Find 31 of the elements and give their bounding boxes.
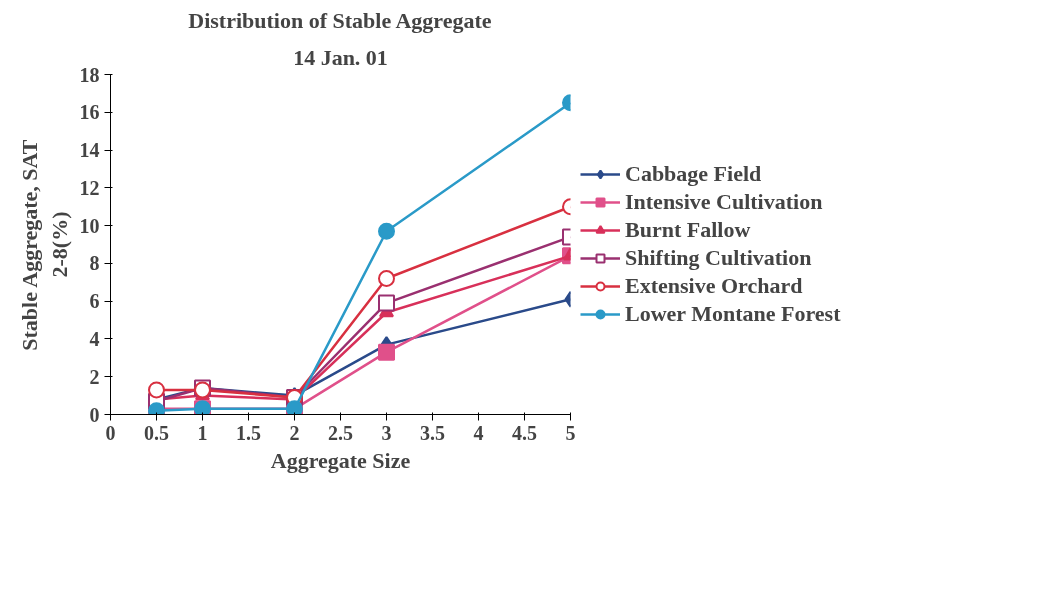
y-tick-label: 4: [89, 327, 100, 350]
x-tick-label: 2.5: [328, 421, 353, 444]
y-tick-label: 16: [79, 101, 100, 124]
legend-label: Lower Montane Forest: [625, 301, 841, 327]
legend-label: Extensive Orchard: [625, 273, 803, 299]
x-axis-title: Aggregate Size: [270, 447, 411, 473]
y-tick-label: 6: [89, 290, 100, 313]
x-tick-label: 1: [197, 421, 208, 444]
x-tick-label: 4: [473, 421, 484, 444]
y-tick-label: 12: [79, 176, 100, 199]
x-tick-label: 3: [381, 421, 392, 444]
x-tick-label: 0: [105, 421, 116, 444]
x-tick-label: 3.5: [420, 421, 445, 444]
legend-label: Burnt Fallow: [625, 217, 751, 243]
y-tick-label: 8: [89, 252, 100, 275]
y-tick-label: 0: [89, 403, 100, 426]
y-axis-title: Stable Aggregate, SAT 2-8(%): [16, 139, 72, 351]
y-tick-label: 2: [89, 365, 100, 388]
y-tick-label: 14: [79, 139, 100, 162]
x-tick-label: 4.5: [512, 421, 537, 444]
legend-label: Cabbage Field: [625, 161, 762, 187]
legend-label: Intensive Cultivation: [625, 189, 823, 215]
y-tick-label: 10: [79, 214, 100, 237]
chart-subtitle: 14 Jan. 01: [293, 44, 388, 70]
chart-title: Distribution of Stable Aggregate: [188, 7, 492, 33]
legend-label: Shifting Cultivation: [625, 245, 812, 271]
x-tick-label: 1.5: [236, 421, 261, 444]
x-tick-label: 2: [289, 421, 300, 444]
y-tick-label: 18: [79, 63, 100, 86]
x-tick-label: 5: [565, 421, 576, 444]
x-tick-label: 0.5: [144, 421, 169, 444]
